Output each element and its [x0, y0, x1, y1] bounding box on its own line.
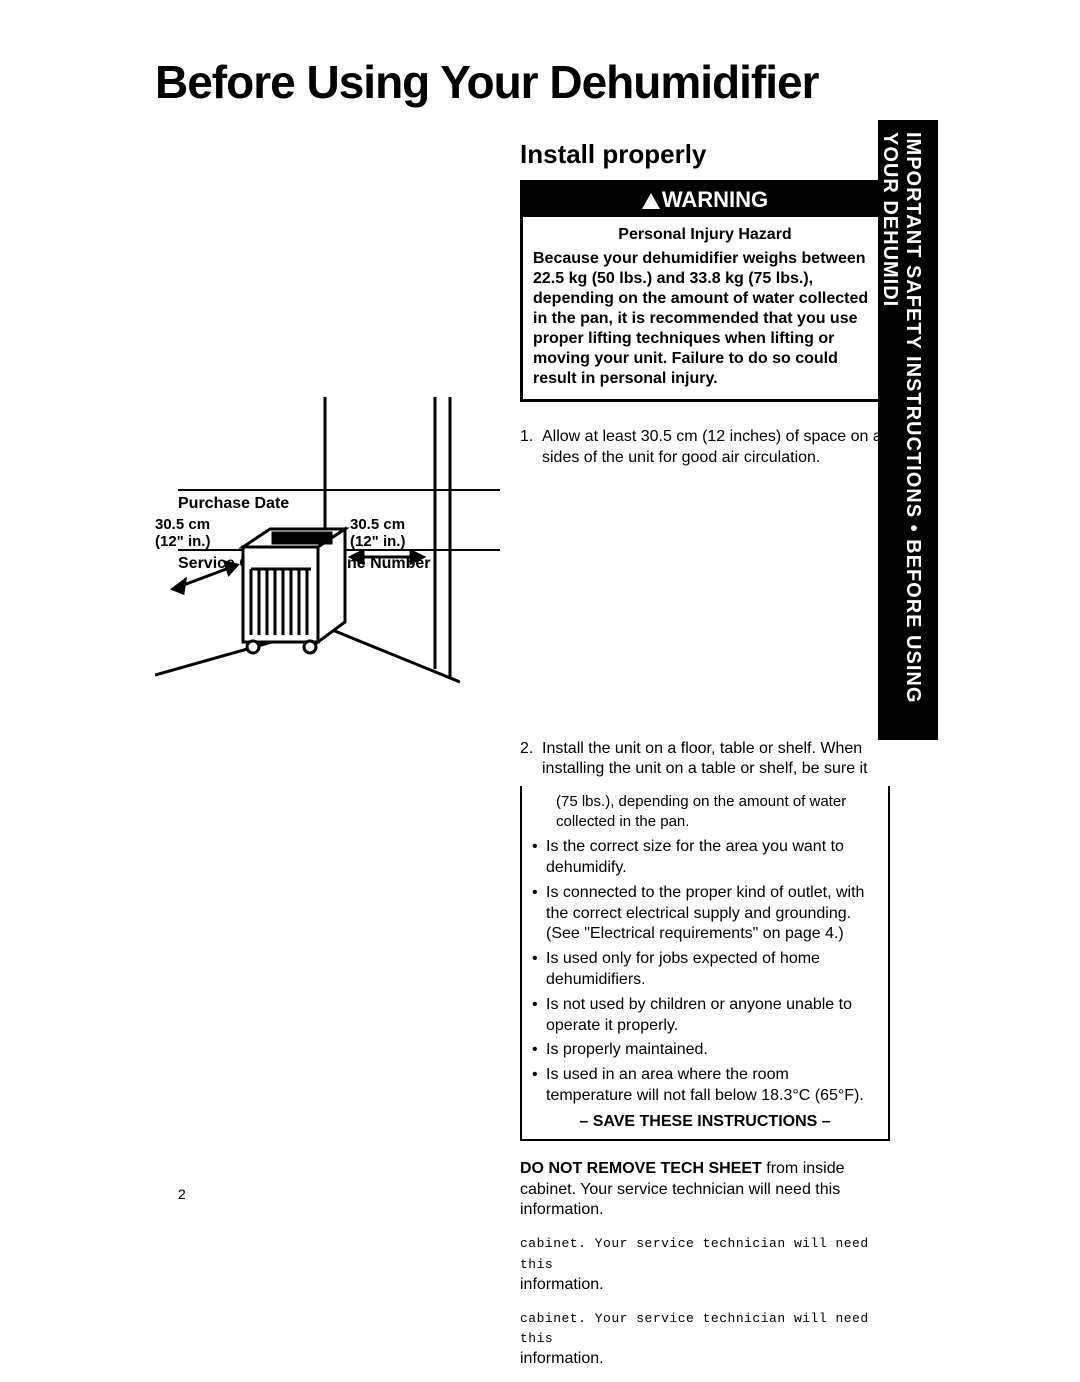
- page-number: 2: [178, 1186, 186, 1202]
- checklist-text: Is used in an area where the room temper…: [546, 1065, 878, 1107]
- step-2-text: Install the unit on a floor, table or sh…: [542, 739, 890, 781]
- step-2-number: 2.: [520, 739, 542, 781]
- dim-right-line1: 30.5 cm: [350, 516, 405, 533]
- warning-header: WARNING: [523, 183, 887, 217]
- faded-repeat-1: cabinet. Your service technician will ne…: [520, 1233, 890, 1295]
- step-1-text: Allow at least 30.5 cm (12 inches) of sp…: [542, 427, 890, 469]
- warning-hazard-title: Personal Injury Hazard: [533, 225, 877, 245]
- faded-smear-text: cabinet. Your service technician will ne…: [520, 1311, 869, 1347]
- faded-info-text: information.: [520, 1276, 604, 1293]
- checklist-text: Is the correct size for the area you wan…: [546, 837, 878, 879]
- checklist-item: •Is used in an area where the room tempe…: [532, 1065, 878, 1107]
- dim-left-line2: (12" in.): [155, 533, 210, 550]
- warning-box: WARNING Personal Injury Hazard Because y…: [520, 180, 890, 402]
- faded-smear-text: cabinet. Your service technician will ne…: [520, 1236, 869, 1272]
- checklist-item: •Is used only for jobs expected of home …: [532, 949, 878, 991]
- warning-triangle-icon: [642, 193, 660, 209]
- clearance-diagram: 30.5 cm (12" in.) 30.5 cm (12" in.): [155, 397, 460, 697]
- faded-repeat-2: cabinet. Your service technician will ne…: [520, 1308, 890, 1370]
- save-instructions: – SAVE THESE INSTRUCTIONS –: [532, 1113, 878, 1131]
- checklist-text: Is used only for jobs expected of home d…: [546, 949, 878, 991]
- step-2: 2. Install the unit on a floor, table or…: [520, 739, 890, 781]
- checklist-item: •Is the correct size for the area you wa…: [532, 837, 878, 879]
- tech-note: DO NOT REMOVE TECH SHEET from inside cab…: [520, 1159, 890, 1221]
- warning-header-text: WARNING: [662, 187, 768, 212]
- dim-left-line1: 30.5 cm: [155, 516, 210, 533]
- checklist-item: •Is not used by children or anyone unabl…: [532, 995, 878, 1037]
- checklist-item: •Is properly maintained.: [532, 1040, 878, 1061]
- checklist-item: •Is connected to the proper kind of outl…: [532, 883, 878, 945]
- warning-body-text: Because your dehumidifier weighs between…: [533, 249, 877, 389]
- faded-info-text: information.: [520, 1350, 604, 1367]
- checklist-text: Is properly maintained.: [546, 1040, 708, 1061]
- checklist-box: (75 lbs.), depending on the amount of wa…: [520, 786, 890, 1141]
- checklist-fragment: (75 lbs.), depending on the amount of wa…: [556, 792, 878, 831]
- step-1: 1. Allow at least 30.5 cm (12 inches) of…: [520, 427, 890, 469]
- section-subtitle: Install properly: [520, 139, 890, 170]
- tech-note-bold: DO NOT REMOVE TECH SHEET: [520, 1160, 762, 1177]
- step-1-number: 1.: [520, 427, 542, 469]
- page-title: Before Using Your Dehumidifier: [155, 55, 1080, 109]
- checklist-text: Is connected to the proper kind of outle…: [546, 883, 878, 945]
- checklist-text: Is not used by children or anyone unable…: [546, 995, 878, 1037]
- dim-right-line2: (12" in.): [350, 533, 405, 550]
- sidebar-tab: IMPORTANT SAFETY INSTRUCTIONS • BEFORE U…: [878, 120, 938, 740]
